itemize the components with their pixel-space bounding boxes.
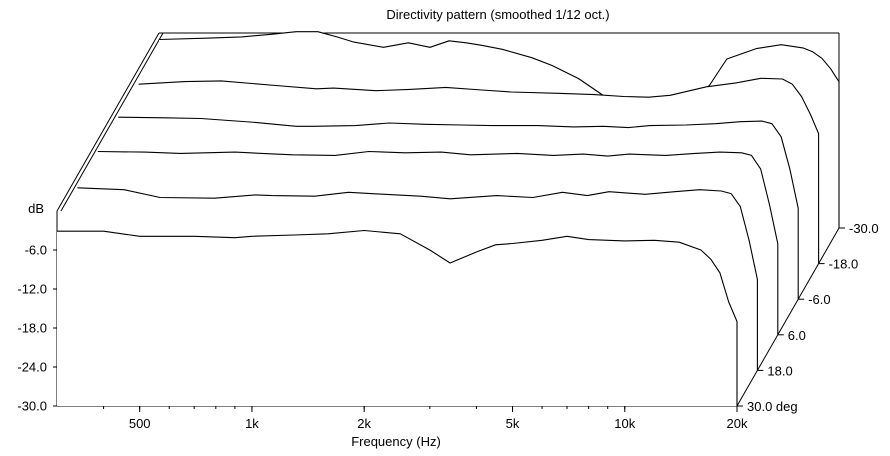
curve-6-deg [97,150,779,335]
chart-title: Directivity pattern (smoothed 1/12 oct.) [386,7,609,22]
y-axis-label: dB [28,201,44,216]
angle-tick-label: 18.0 [767,363,792,378]
y-tick-label: -6.0 [25,243,47,258]
angle-tick-label: -6.0 [808,292,830,307]
angle-tick-label: 6.0 [788,328,806,343]
curve-mask-30 [57,230,737,406]
x-tick-label: 20k [727,416,748,431]
y-tick-label: -18.0 [17,321,47,336]
curve-18-deg [77,187,758,371]
x-axis-label: Frequency (Hz) [351,434,441,449]
y-tick-label: -12.0 [17,282,47,297]
curve--30-deg [158,31,840,228]
y-tick-label: -30.0 [17,399,47,414]
angle-axis-ticks: 30.0 deg 18.0 6.0 -6.0 -18.0 -30.0 [737,221,879,414]
curve-30-deg [57,229,738,406]
angle-tick-label: 30.0 deg [747,399,798,414]
x-axis-ticks: 500 1k 2k 5k 10k 20k [103,406,748,431]
x-tick-label: 2k [357,416,371,431]
angle-axis-line [736,227,840,407]
directivity-curves [57,31,840,406]
curve--18-deg [138,77,820,264]
curve--6-deg [118,116,799,300]
y-tick-label: -24.0 [17,360,47,375]
angle-tick-label: -18.0 [829,257,859,272]
x-tick-label: 10k [614,416,635,431]
left-depth-edge [56,32,160,212]
angle-tick-label: -30.0 [849,221,879,236]
left-depth-edge-inner [60,32,164,212]
x-tick-label: 1k [245,416,259,431]
x-tick-label: 500 [129,416,151,431]
y-axis-ticks: -6.0 -12.0 -18.0 -24.0 -30.0 [17,243,57,414]
x-tick-label: 5k [506,416,520,431]
